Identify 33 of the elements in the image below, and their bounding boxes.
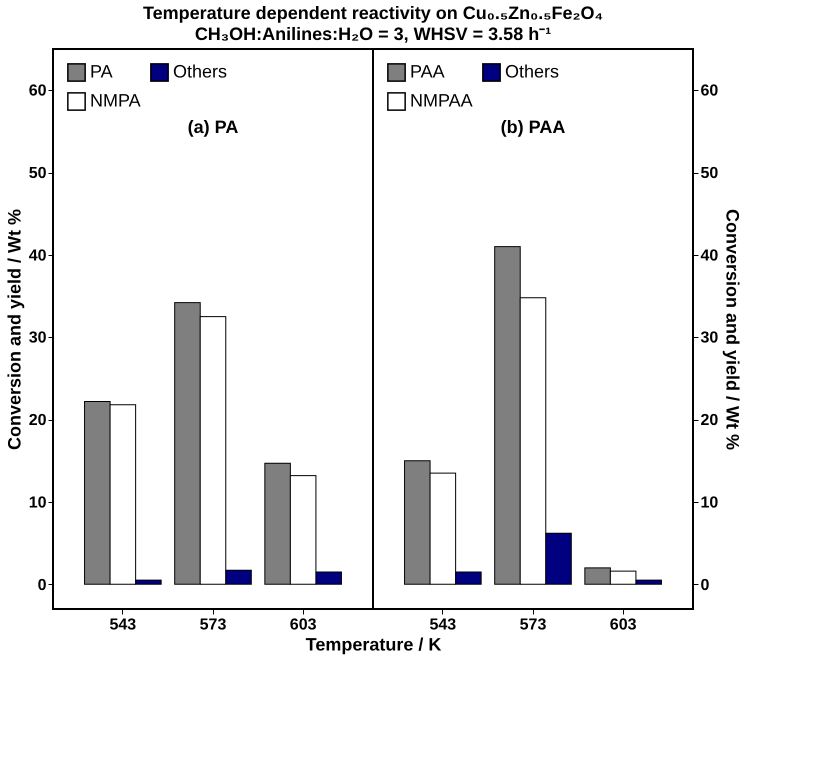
y-tick-label: 0 <box>700 576 710 594</box>
annotation: (a) PA <box>188 117 238 137</box>
x-tick-label: 543 <box>430 616 456 634</box>
x-tick-label: 573 <box>200 616 226 634</box>
y-tick-label: 60 <box>28 82 47 100</box>
y-tick-label: 50 <box>700 165 718 182</box>
chart-title: Temperature dependent reactivity on Cu₀.₅Zn₀.₅Fe₂O₄ <box>142 3 604 23</box>
legend-label: Others <box>505 62 560 82</box>
x-tick-label: 603 <box>610 616 637 634</box>
y-tick-label: 60 <box>700 82 718 100</box>
y-tick-label: 50 <box>28 165 47 182</box>
y-axis-title: Conversion and yield / Wt % <box>4 208 25 450</box>
x-axis-title: Temperature / K <box>306 634 442 654</box>
y-tick-label: 10 <box>28 494 47 512</box>
legend-label: PA <box>90 62 113 82</box>
y-tick-label: 10 <box>700 494 718 512</box>
legend-label: Others <box>173 62 228 82</box>
y-tick-label: 0 <box>38 576 47 594</box>
annotation: (b) PAA <box>500 117 566 137</box>
x-tick-label: 573 <box>520 616 546 634</box>
y-tick-label: 20 <box>700 412 718 430</box>
y-tick-label: 30 <box>28 330 47 347</box>
x-tick-label: 543 <box>110 616 136 634</box>
legend-label: PAA <box>410 62 445 82</box>
legend-label: NMPAA <box>410 90 473 110</box>
y-tick-label: 40 <box>28 247 47 264</box>
chart-subtitle: CH₃OH:Anilines:H₂O = 3, WHSV = 3.58 h⁻¹ <box>194 24 552 44</box>
y-tick-label: 30 <box>700 330 718 347</box>
y-tick-label: 40 <box>700 247 718 264</box>
legend-label: NMPA <box>90 90 141 110</box>
y-tick-label: 20 <box>28 412 47 430</box>
x-tick-label: 603 <box>290 616 317 634</box>
y2-axis-title: Conversion and yield / Wt % <box>722 208 742 450</box>
